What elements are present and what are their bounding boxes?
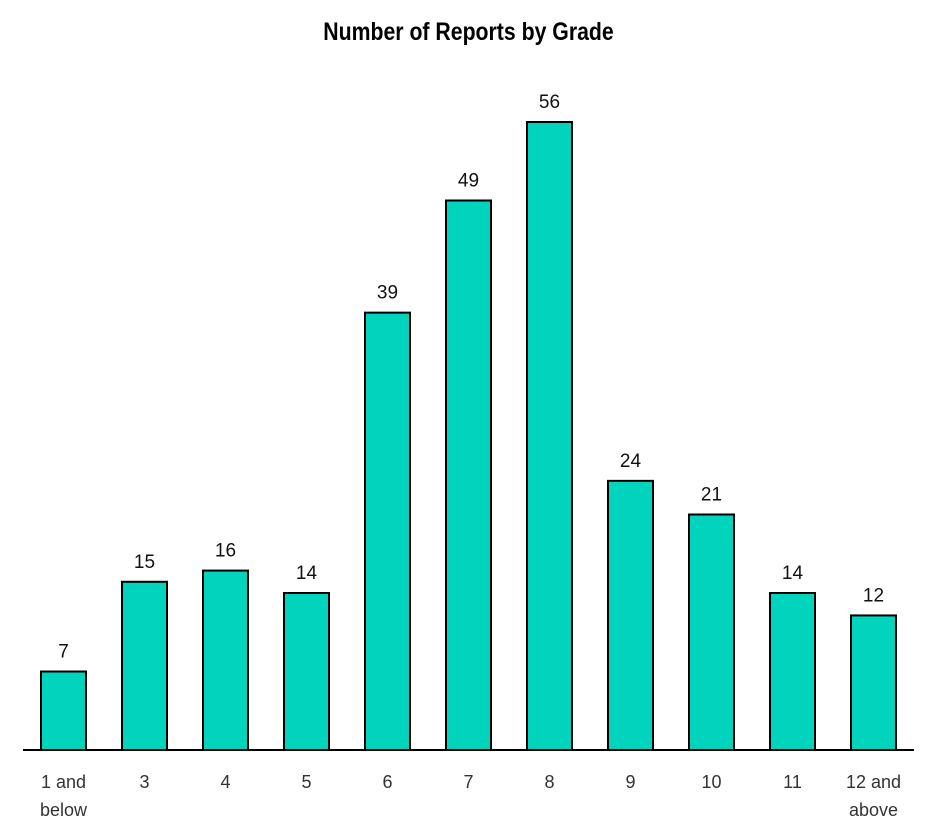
data-label-7: 24 (620, 451, 642, 472)
x-tick-label-2: 4 (220, 772, 230, 792)
bar-1 (121, 580, 168, 751)
data-label-4: 39 (377, 283, 398, 304)
x-tick-label-3: 5 (301, 772, 311, 792)
x-tick-label-5: 7 (463, 772, 473, 792)
bar-8 (688, 513, 735, 751)
x-tick-label-10-line-1: above (849, 800, 898, 820)
x-tick-label-6: 8 (544, 772, 554, 792)
x-tick-label-4: 6 (382, 772, 392, 792)
bar-9 (769, 592, 816, 751)
data-label-8: 21 (701, 485, 722, 506)
bars (40, 121, 897, 752)
data-label-2: 16 (215, 541, 236, 562)
x-tick-label-1: 3 (139, 772, 149, 792)
x-tick-label-8: 10 (701, 772, 721, 792)
data-label-3: 14 (296, 563, 318, 584)
bar-2 (202, 569, 249, 751)
data-label-5: 49 (458, 171, 479, 192)
bar-0 (40, 670, 87, 751)
x-tick-label-10-line-0: 12 and (846, 772, 901, 792)
data-label-9: 14 (782, 563, 804, 584)
bar-6 (526, 121, 573, 751)
x-tick-label-9: 11 (783, 772, 802, 792)
x-tick-label-0-line-1: below (40, 800, 88, 820)
bar-5 (445, 199, 492, 751)
bar-7 (607, 479, 654, 751)
labels: 7 1 and below 15 3 16 4 14 5 39 6 49 7 56 8 24 9 21 10 14 11… (40, 92, 901, 820)
bar-3 (283, 592, 330, 751)
data-label-10: 12 (863, 585, 884, 606)
data-label-1: 15 (134, 552, 155, 573)
data-label-0: 7 (58, 642, 69, 663)
chart-title: Number of Reports by Grade (323, 18, 614, 46)
bar-10 (850, 614, 897, 752)
bar-4 (364, 311, 411, 751)
x-tick-label-0-line-0: 1 and (41, 772, 86, 792)
x-tick-label-7: 9 (625, 772, 635, 792)
data-label-6: 56 (539, 92, 560, 113)
